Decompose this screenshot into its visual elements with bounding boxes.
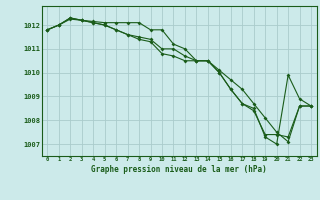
X-axis label: Graphe pression niveau de la mer (hPa): Graphe pression niveau de la mer (hPa) xyxy=(91,165,267,174)
